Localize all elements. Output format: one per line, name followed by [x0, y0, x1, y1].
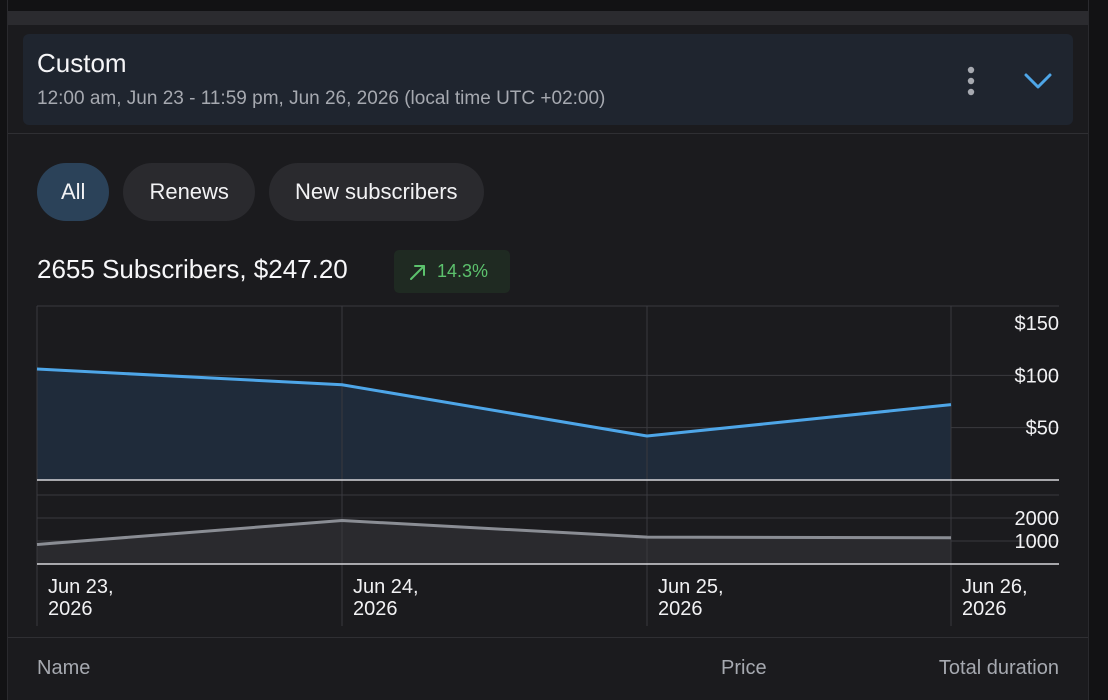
chevron-down-icon[interactable]: [1021, 64, 1055, 98]
more-options-icon[interactable]: [959, 64, 983, 98]
y-tick-label: $100: [1015, 365, 1060, 387]
x-tick-label: 2026: [353, 598, 398, 620]
x-tick-label: 2026: [658, 598, 703, 620]
x-tick-label: Jun 23,: [48, 576, 114, 598]
subscribers-area: [37, 520, 951, 564]
table-divider: [8, 637, 1088, 638]
filter-chip-renews[interactable]: Renews: [123, 163, 255, 221]
x-tick-label: 2026: [48, 598, 93, 620]
subscribers-line: [36, 519, 952, 546]
filter-chips: All Renews New subscribers: [37, 163, 484, 221]
column-header-price[interactable]: Price: [721, 657, 767, 679]
filter-chip-new-subscribers[interactable]: New subscribers: [268, 163, 484, 221]
subscriptions-panel: Custom 12:00 am, Jun 23 - 11:59 pm, Jun …: [7, 0, 1089, 700]
x-tick-label: Jun 26,: [962, 576, 1028, 598]
date-range-title: Custom: [37, 48, 127, 78]
trend-badge: 14.3%: [394, 250, 510, 293]
column-header-name[interactable]: Name: [37, 657, 91, 679]
revenue-area: [37, 369, 951, 480]
section-divider: [8, 133, 1088, 134]
trend-up-arrow-icon: [410, 265, 425, 280]
summary-text: 2655 Subscribers, $247.20: [37, 254, 348, 284]
date-range-subtitle: 12:00 am, Jun 23 - 11:59 pm, Jun 26, 202…: [37, 88, 606, 109]
revenue-line: [36, 367, 952, 438]
trend-value: 14.3%: [437, 261, 489, 281]
column-header-total-duration[interactable]: Total duration: [938, 657, 1059, 679]
top-strip: [8, 0, 1088, 12]
scroll-edge: [8, 11, 1088, 25]
y-tick-label: 1000: [1015, 531, 1060, 553]
date-range-selector[interactable]: Custom 12:00 am, Jun 23 - 11:59 pm, Jun …: [23, 34, 1073, 125]
x-tick-label: Jun 24,: [353, 576, 419, 598]
x-tick-label: 2026: [962, 598, 1007, 620]
y-tick-label: $150: [1015, 313, 1060, 335]
y-tick-label: $50: [1026, 418, 1059, 440]
x-tick-label: Jun 25,: [658, 576, 724, 598]
filter-chip-all[interactable]: All: [37, 163, 110, 221]
y-tick-label: 2000: [1015, 508, 1060, 530]
